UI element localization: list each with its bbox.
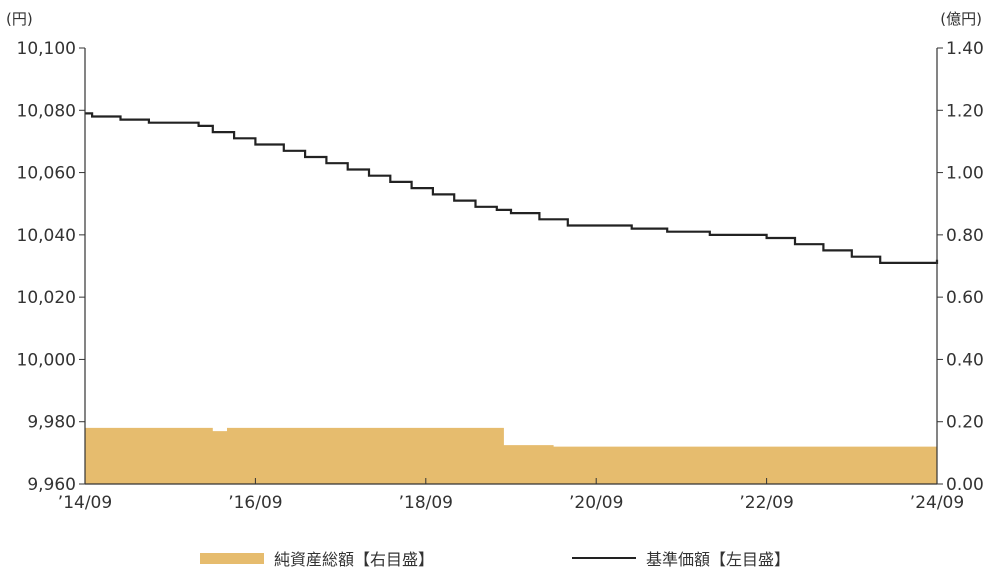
right-axis-tick-label: 0.80 (946, 226, 984, 246)
nav-line-layer (85, 112, 939, 264)
left-axis-unit: (円) (6, 10, 33, 28)
x-axis-tick-label: ’14/09 (58, 493, 112, 513)
net-assets-area (85, 427, 937, 484)
legend-nav-swatch (572, 557, 636, 559)
left-axis-tick-label: 10,000 (17, 350, 76, 370)
left-axis-tick-label: 10,040 (17, 226, 76, 246)
axes-layer: 9,960 9,980 10,000 10,020 10,040 10,060 10,080… (17, 39, 984, 513)
x-axis-tick-label: ’18/09 (399, 493, 453, 513)
left-axis-tick-label: 10,020 (17, 288, 76, 308)
right-axis-tick-label: 1.00 (946, 164, 984, 184)
left-axis-tick-label: 9,960 (27, 475, 76, 495)
x-axis-tick-label: ’16/09 (228, 493, 282, 513)
right-axis-tick-label: 0.60 (946, 288, 984, 308)
legend-nav: 基準価額【左目盛】 (572, 546, 790, 570)
legend-nav-label: 基準価額【左目盛】 (646, 550, 791, 569)
x-axis-tick-label: ’20/09 (569, 493, 623, 513)
left-axis-tick-label: 10,080 (17, 101, 76, 121)
right-axis-tick-label: 0.20 (946, 413, 984, 433)
legend-net-assets-label: 純資産総額【右目盛】 (274, 550, 435, 569)
net-assets-area-layer (85, 427, 937, 484)
left-axis-tick-label: 10,060 (17, 164, 76, 184)
x-axis-tick-label: ’24/09 (910, 493, 964, 513)
right-axis-tick-label: 0.40 (946, 350, 984, 370)
left-axis-tick-label: 10,100 (17, 39, 76, 59)
right-axis-tick-label: 1.40 (946, 39, 984, 59)
nav-line (85, 112, 939, 264)
right-axis-tick-label: 0.00 (946, 475, 984, 495)
right-axis-tick-label: 1.20 (946, 101, 984, 121)
legend-net-assets: 純資産総額【右目盛】 (200, 546, 434, 570)
legend-net-assets-swatch (200, 552, 264, 564)
x-axis-tick-label: ’22/09 (739, 493, 793, 513)
left-axis-tick-label: 9,980 (27, 413, 76, 433)
right-axis-unit: (億円) (940, 10, 982, 28)
